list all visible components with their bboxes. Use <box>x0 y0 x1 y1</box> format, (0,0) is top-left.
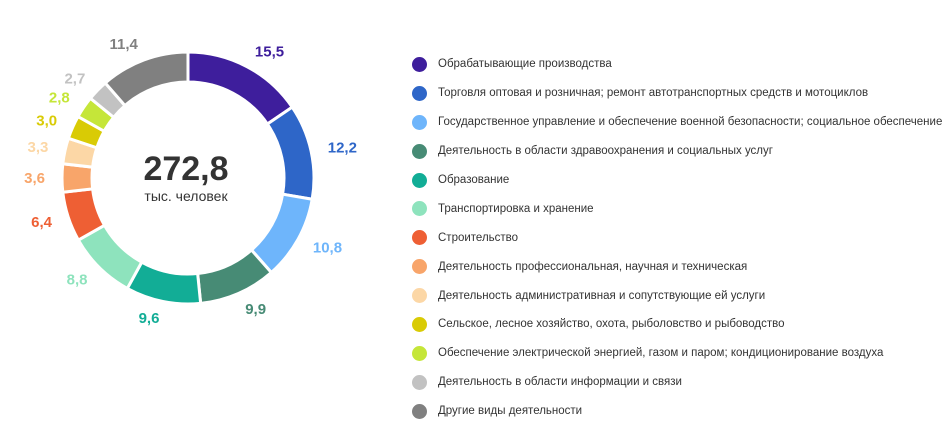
legend-label: Обеспечение электрической энергией, газо… <box>438 347 884 360</box>
legend-label: Обрабатывающие производства <box>438 58 612 71</box>
slice-value-label: 12,2 <box>328 140 357 157</box>
legend: Обрабатывающие производства Торговля опто… <box>412 50 942 426</box>
legend-item[interactable]: Обрабатывающие производства <box>412 50 942 79</box>
donut-slice[interactable] <box>186 50 295 127</box>
legend-item[interactable]: Обеспечение электрической энергией, газо… <box>412 339 942 368</box>
legend-item[interactable]: Деятельность в области здравоохранения и… <box>412 137 942 166</box>
legend-item[interactable]: Государственное управление и обеспечение… <box>412 108 942 137</box>
legend-color-dot <box>412 114 427 130</box>
slice-value-label: 11,4 <box>109 36 138 53</box>
legend-label: Деятельность административная и сопутств… <box>438 289 766 302</box>
donut-slice[interactable] <box>103 50 190 108</box>
legend-label: Другие виды деятельности <box>438 405 583 418</box>
legend-item[interactable]: Транспортировка и хранение <box>412 194 942 223</box>
legend-color-dot <box>412 143 427 159</box>
legend-label: Деятельность профессиональная, научная и… <box>438 260 748 273</box>
legend-color-dot <box>412 201 427 217</box>
legend-color-dot <box>412 374 427 390</box>
legend-label: Образование <box>438 174 510 186</box>
donut-value-labels: 15,5 12,2 10,8 9,9 9,6 8,8 6,4 3,6 3,3 3,0 2,8 2,7 1… <box>24 36 357 327</box>
legend-label: Деятельность в области здравоохранения и… <box>438 145 773 158</box>
legend-item[interactable]: Деятельность в области информации и связ… <box>412 368 942 397</box>
center-total: 272,8 <box>143 150 228 188</box>
legend-item[interactable]: Деятельность административная и сопутств… <box>412 281 942 310</box>
legend-color-dot <box>412 288 427 304</box>
legend-color-dot <box>412 345 427 361</box>
legend-color-dot <box>412 56 427 72</box>
slice-value-label: 6,4 <box>31 214 53 231</box>
legend-color-dot <box>412 85 427 101</box>
legend-color-dot <box>412 259 427 275</box>
legend-item[interactable]: Торговля оптовая и розничная; ремонт авт… <box>412 79 942 108</box>
slice-value-label: 9,6 <box>139 310 160 327</box>
legend-color-dot <box>412 172 427 188</box>
slice-value-label: 10,8 <box>313 240 342 257</box>
slice-value-label: 8,8 <box>67 272 88 289</box>
donut-segments <box>60 50 316 306</box>
legend-label: Транспортировка и хранение <box>438 202 594 215</box>
legend-color-dot <box>412 230 427 246</box>
legend-label: Сельское, лесное хозяйство, охота, рыбол… <box>438 318 785 331</box>
legend-label: Государственное управление и обеспечение… <box>438 116 943 129</box>
donut-chart: 15,5 12,2 10,8 9,9 9,6 8,8 6,4 3,6 3,3 3,0 2,8 2,7 1… <box>24 36 357 327</box>
legend-item[interactable]: Деятельность профессиональная, научная и… <box>412 252 942 281</box>
slice-value-label: 15,5 <box>255 44 284 61</box>
slice-value-label: 3,0 <box>36 112 57 129</box>
legend-label: Строительство <box>438 231 519 244</box>
legend-label: Деятельность в области информации и связ… <box>438 376 682 389</box>
legend-item[interactable]: Сельское, лесное хозяйство, охота, рыбол… <box>412 310 942 339</box>
legend-label: Торговля оптовая и розничная; ремонт авт… <box>438 87 869 100</box>
legend-color-dot <box>412 316 427 332</box>
legend-item[interactable]: Строительство <box>412 223 942 252</box>
legend-color-dot <box>412 403 427 419</box>
donut-slice[interactable] <box>265 105 316 202</box>
slice-value-label: 9,9 <box>245 301 266 318</box>
legend-item[interactable]: Образование <box>412 166 942 195</box>
center-unit: тыс. человек <box>144 188 228 204</box>
legend-item[interactable]: Другие виды деятельности <box>412 397 942 426</box>
slice-value-label: 2,7 <box>64 70 85 87</box>
slice-value-label: 3,3 <box>27 139 48 156</box>
slice-value-label: 3,6 <box>24 170 45 187</box>
slice-value-label: 2,8 <box>49 90 70 107</box>
donut-slice[interactable] <box>195 247 274 306</box>
